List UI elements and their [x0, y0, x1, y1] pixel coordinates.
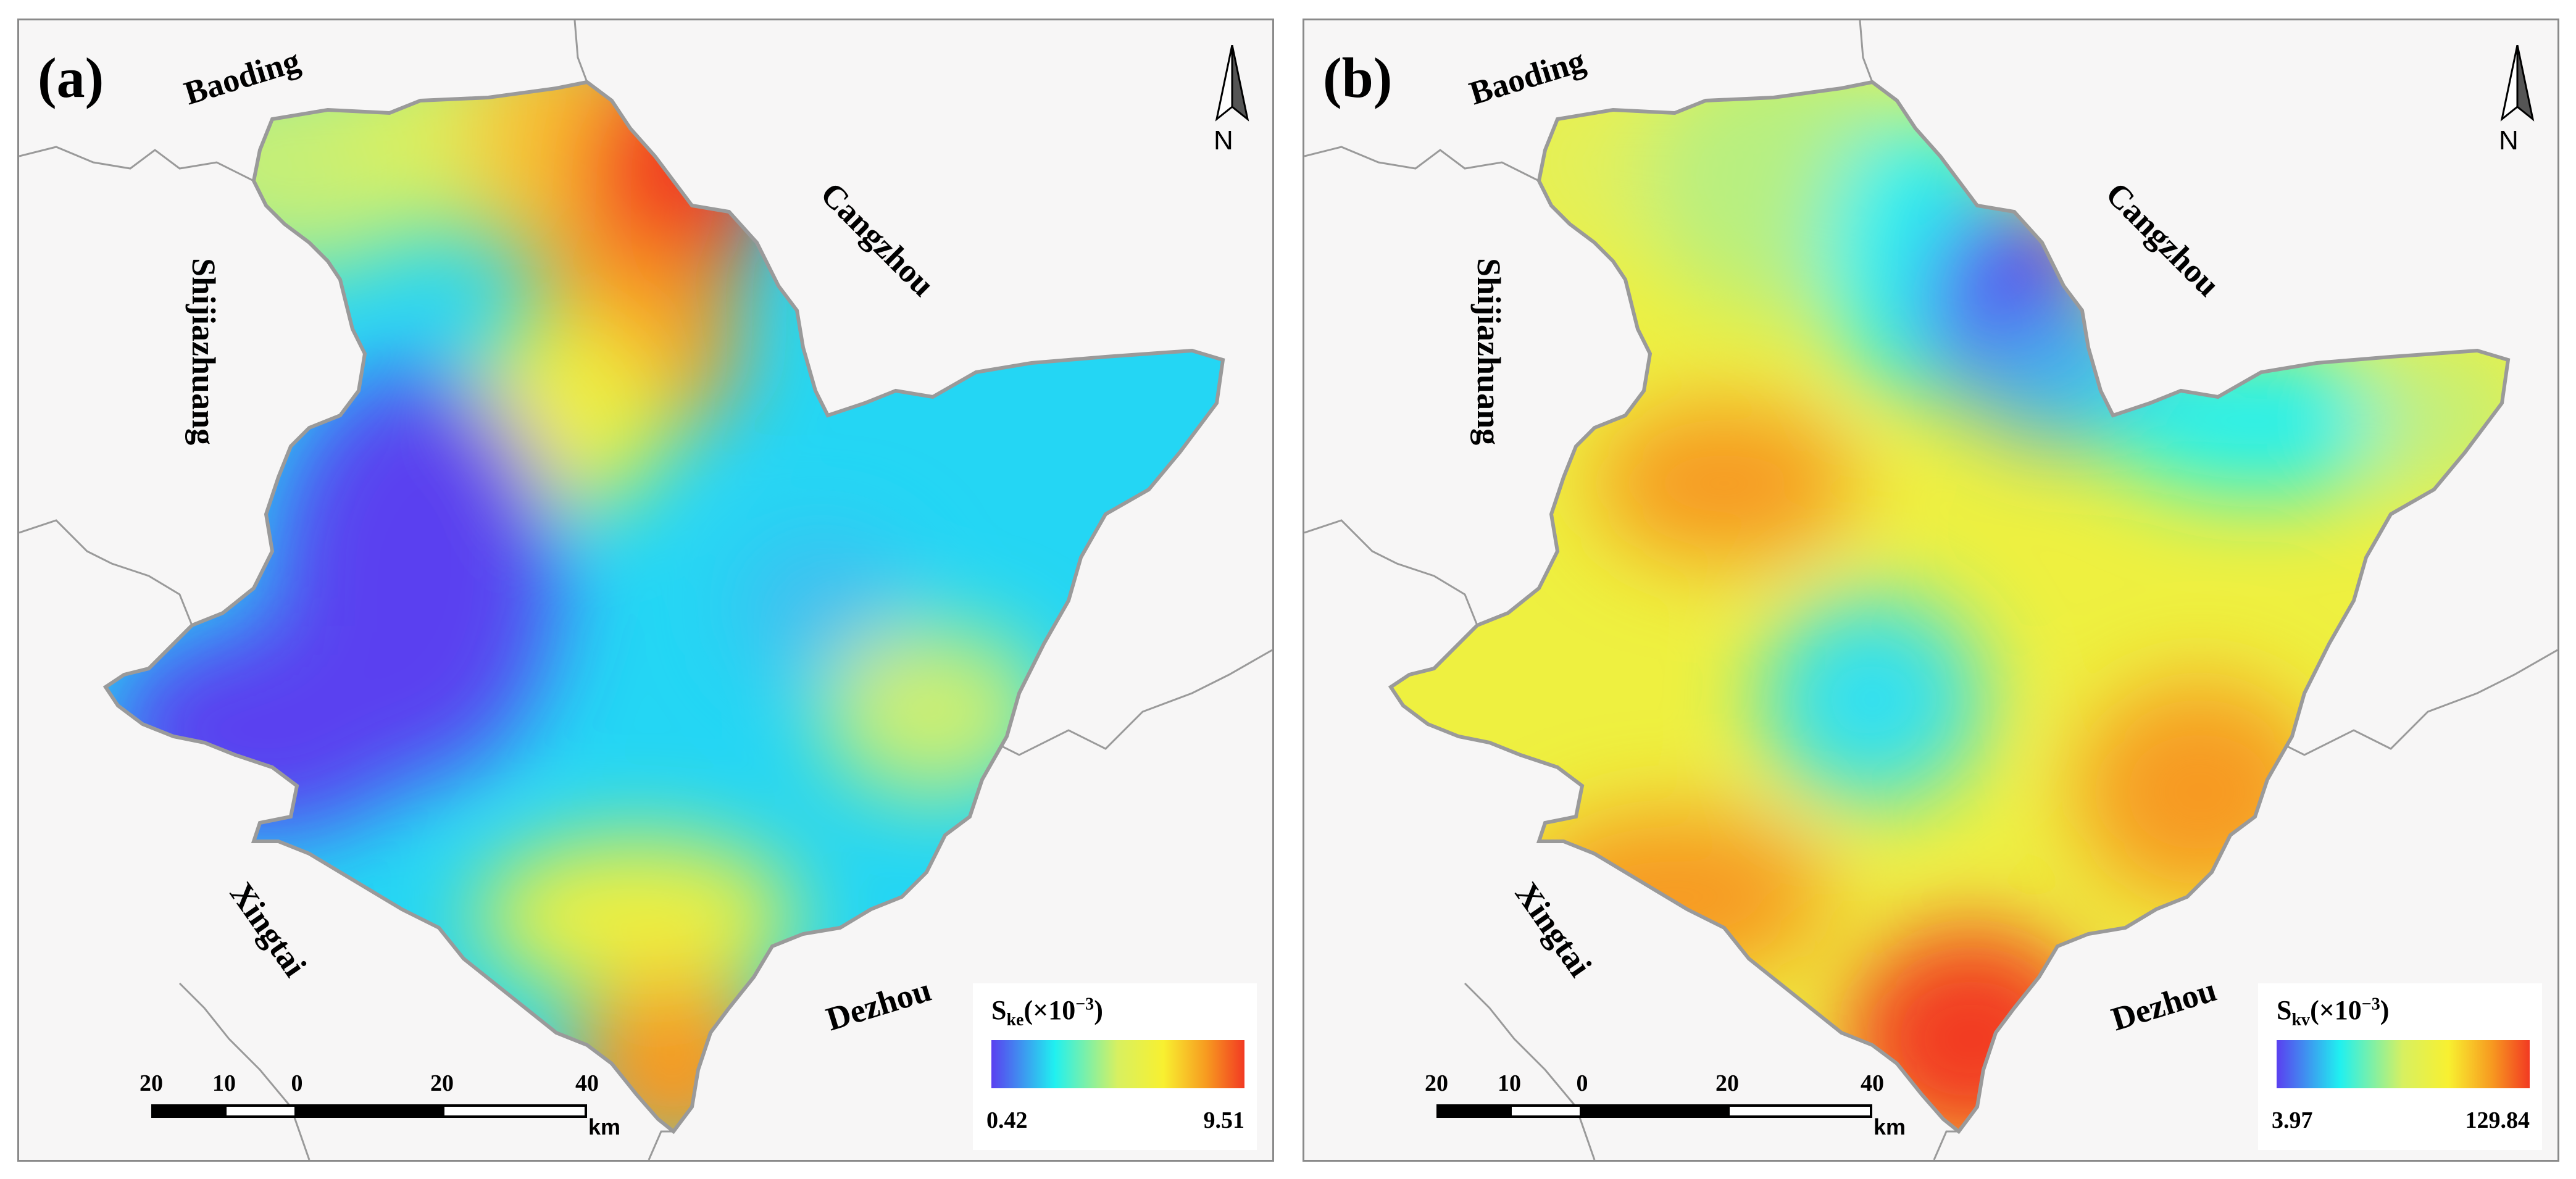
panel-label-a: (a) [38, 46, 104, 109]
scale-tick-label: 20 [430, 1070, 454, 1096]
map-panel-a: (a) Baoding Shijiazhuang Cangzhou Xingta… [17, 19, 1274, 1162]
region-boundary-b [1388, 80, 2511, 1135]
scale-tick-label: 0 [291, 1070, 303, 1096]
legend-b: Skv(×10−3) 3.97 129.84 [2258, 983, 2542, 1150]
scale-tick-label: 20 [1425, 1070, 1448, 1096]
scale-bar-b: 20 10 0 20 40 km [1415, 1070, 1906, 1144]
north-label: N [1214, 125, 1233, 156]
scale-tick-label: 20 [1715, 1070, 1739, 1096]
north-arrow-icon [1215, 45, 1249, 122]
legend-max-b: 129.84 [2465, 1107, 2530, 1133]
scale-bar-a: 20 10 0 20 40 km [130, 1070, 620, 1144]
scale-segment [1582, 1104, 1727, 1118]
legend-title-a: Ske(×10−3) [991, 994, 1103, 1030]
city-label-shijiazhuang: Shijiazhuang [185, 258, 222, 446]
scale-unit-label: km [588, 1114, 621, 1139]
scale-segment [297, 1104, 442, 1118]
legend-min-a: 0.42 [986, 1107, 1028, 1133]
scale-segment [1509, 1104, 1582, 1118]
legend-title-b: Skv(×10−3) [2277, 994, 2390, 1030]
city-label-shijiazhuang: Shijiazhuang [1470, 258, 1507, 446]
north-arrow-icon [2500, 45, 2535, 122]
scale-tick-label: 10 [1498, 1070, 1521, 1096]
legend-max-a: 9.51 [1203, 1107, 1245, 1133]
scale-tick-label: 40 [575, 1070, 599, 1096]
scale-segment [442, 1104, 587, 1118]
legend-a: Ske(×10−3) 0.42 9.51 [973, 983, 1257, 1150]
map-canvas-b [1304, 20, 2557, 1160]
color-ramp-b [2277, 1040, 2530, 1088]
color-ramp-a [991, 1040, 1244, 1088]
map-canvas-a [19, 20, 1272, 1160]
scale-segment [224, 1104, 297, 1118]
scale-segment [1727, 1104, 1872, 1118]
scale-segment [151, 1104, 224, 1118]
scale-tick-label: 10 [212, 1070, 236, 1096]
scale-segment [1436, 1104, 1509, 1118]
north-label: N [2499, 125, 2519, 156]
legend-min-b: 3.97 [2272, 1107, 2313, 1133]
region-boundary-a [102, 80, 1225, 1135]
map-panel-b: (b) Baoding Shijiazhuang Cangzhou Xingta… [1303, 19, 2559, 1162]
scale-tick-label: 0 [1576, 1070, 1588, 1096]
scale-unit-label: km [1874, 1114, 1906, 1139]
scale-tick-label: 40 [1861, 1070, 1884, 1096]
panel-label-b: (b) [1323, 46, 1393, 109]
scale-tick-label: 20 [140, 1070, 163, 1096]
